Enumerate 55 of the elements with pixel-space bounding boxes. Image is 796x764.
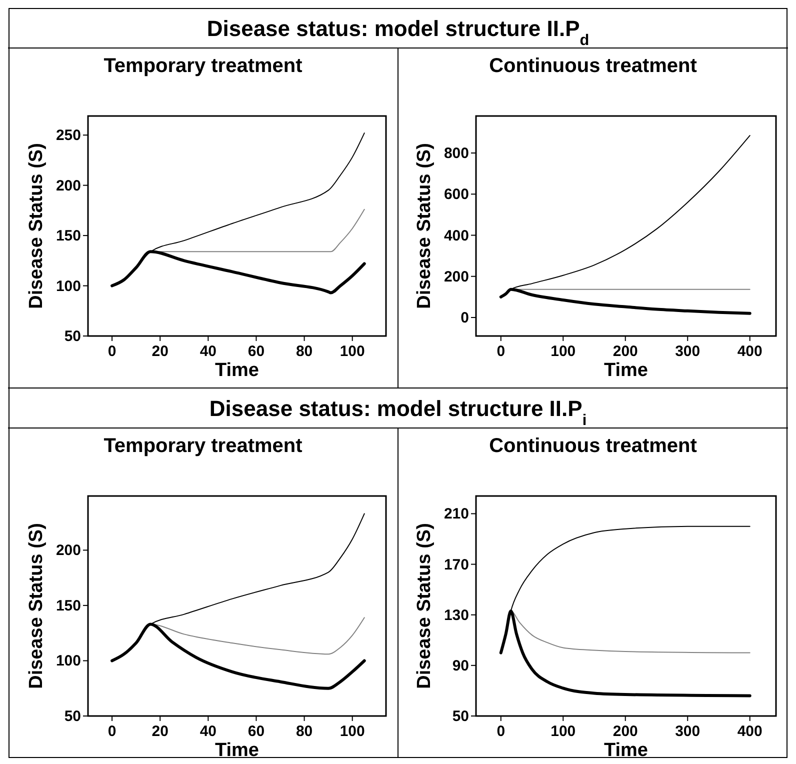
x-tick-label: 100 (340, 723, 365, 740)
y-tick-label: 150 (56, 228, 81, 245)
x-tick-label: 80 (296, 343, 313, 360)
y-tick-label: 250 (56, 127, 81, 144)
x-tick-label: 60 (248, 343, 265, 360)
y-tick-label: 210 (444, 506, 469, 523)
y-tick-label: 50 (452, 708, 469, 725)
chart-subtitle: Continuous treatment (489, 435, 698, 457)
chart-subtitle: Continuous treatment (489, 55, 698, 77)
y-tick-label: 90 (452, 657, 469, 674)
x-axis-title: Time (214, 360, 260, 381)
x-tick-label: 40 (200, 343, 217, 360)
y-tick-label: 50 (64, 708, 81, 725)
y-tick-label: 400 (444, 227, 469, 244)
x-tick-label: 0 (496, 343, 506, 360)
x-tick-label: 0 (496, 723, 506, 740)
x-tick-label: 300 (675, 723, 700, 740)
x-tick-label: 200 (612, 723, 638, 740)
x-tick-label: 400 (737, 343, 762, 360)
y-tick-label: 200 (444, 268, 469, 286)
x-tick-label: 300 (675, 343, 700, 360)
y-tick-label: 200 (56, 542, 81, 560)
chart-title: Disease status: model structure II.P$_{d}$ (206, 16, 590, 48)
y-tick-label: 100 (56, 278, 81, 295)
chart-subtitle: Temporary treatment (104, 55, 303, 77)
y-tick-label: 600 (444, 186, 469, 204)
x-axis-title: Time (604, 360, 648, 381)
y-tick-label: 130 (444, 606, 469, 624)
x-tick-label: 100 (550, 723, 576, 740)
y-tick-label: 170 (444, 556, 469, 574)
chart-title: Disease status: model structure II.P$_{i}$ (209, 396, 587, 428)
x-tick-label: 40 (200, 723, 217, 740)
y-tick-label: 150 (56, 597, 81, 614)
y-tick-label: 50 (64, 328, 81, 345)
x-tick-label: 200 (612, 343, 638, 360)
x-tick-label: 0 (108, 723, 116, 740)
y-axis-title: Disease Status (S) (26, 143, 47, 309)
y-tick-label: 0 (460, 309, 469, 326)
x-tick-label: 60 (248, 723, 265, 740)
y-axis-title: Disease Status (S) (414, 523, 435, 689)
y-axis-title: Disease Status (S) (414, 143, 435, 309)
x-tick-label: 100 (340, 343, 365, 360)
y-tick-label: 200 (56, 177, 81, 194)
x-tick-label: 400 (737, 723, 762, 740)
x-tick-label: 100 (550, 343, 576, 360)
x-tick-label: 20 (152, 723, 168, 740)
y-tick-label: 100 (56, 652, 81, 670)
chart-subtitle: Temporary treatment (104, 435, 303, 457)
x-tick-label: 80 (296, 723, 313, 740)
x-tick-label: 0 (108, 343, 116, 360)
y-tick-label: 800 (444, 145, 469, 162)
x-tick-label: 20 (152, 343, 168, 360)
x-axis-title: Time (604, 740, 648, 761)
x-axis-title: Time (214, 740, 260, 761)
y-axis-title: Disease Status (S) (26, 523, 47, 689)
